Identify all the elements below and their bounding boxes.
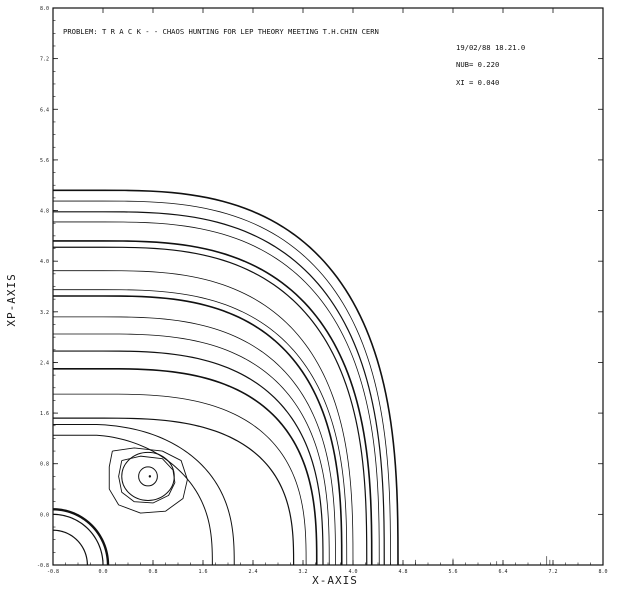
kidney-orbit bbox=[53, 423, 235, 565]
date-time-label: 19/02/88 18.21.0 bbox=[456, 43, 525, 52]
x-axis-label: X-AXIS bbox=[312, 574, 358, 587]
x-tick-label: 6.4 bbox=[498, 569, 507, 575]
orbit-curve bbox=[53, 200, 391, 565]
orbit-curve bbox=[53, 393, 307, 565]
core-orbit bbox=[53, 513, 104, 565]
x-tick-label: 0.0 bbox=[98, 569, 107, 575]
x-tick-label: 2.4 bbox=[248, 569, 257, 575]
x-tick-label: 5.6 bbox=[448, 569, 457, 575]
island-center-point bbox=[148, 475, 152, 478]
y-tick-label: 4.0 bbox=[40, 259, 49, 265]
xi-label: XI = 0.040 bbox=[456, 78, 499, 87]
y-tick-label: 7.2 bbox=[40, 57, 49, 63]
plot-border bbox=[52, 7, 604, 566]
y-tick-label: 0.0 bbox=[40, 512, 49, 518]
orbit-curve bbox=[53, 417, 295, 565]
orbit-curve bbox=[53, 316, 336, 565]
x-tick-label: -0.8 bbox=[47, 569, 59, 575]
orbit-curve bbox=[53, 295, 343, 565]
core-orbit bbox=[53, 529, 88, 565]
y-tick-label: 0.8 bbox=[40, 462, 49, 468]
orbit-curve bbox=[53, 270, 354, 565]
axis-ticks: -0.8 0.0 0.8 1.6 2.4 3.2 4.0 4.8 5.6 6.4 7.2 8.0 -0.… bbox=[37, 6, 608, 575]
island-orbit bbox=[138, 466, 158, 487]
x-tick-label: 4.8 bbox=[398, 569, 407, 575]
separatrix-orbit bbox=[108, 447, 188, 514]
x-tick-label: 0.8 bbox=[148, 569, 157, 575]
plot-title: PROBLEM: T R A C K - - CHAOS HUNTING FOR… bbox=[63, 27, 379, 36]
plot-frame bbox=[52, 7, 604, 566]
y-tick-label: 1.6 bbox=[40, 411, 49, 417]
x-tick-label: 3.2 bbox=[298, 569, 307, 575]
orbit-curves bbox=[53, 189, 551, 565]
x-tick-label: 4.0 bbox=[348, 569, 357, 575]
x-tick-label: 1.6 bbox=[198, 569, 207, 575]
nub-label: NUB= 0.220 bbox=[456, 60, 499, 69]
kidney-orbit bbox=[53, 434, 213, 565]
orbit-curve bbox=[53, 189, 399, 565]
y-tick-label: -0.8 bbox=[37, 563, 49, 569]
y-tick-label: 8.0 bbox=[40, 6, 49, 12]
orbit-curve bbox=[53, 211, 385, 565]
y-tick-label: 5.6 bbox=[40, 158, 49, 164]
orbit-curve bbox=[53, 246, 368, 565]
y-tick-label: 3.2 bbox=[40, 310, 49, 316]
y-tick-label: 4.8 bbox=[40, 209, 49, 215]
orbit-curve bbox=[53, 289, 348, 565]
y-axis-label: XP-AXIS bbox=[5, 273, 18, 326]
x-tick-label: 7.2 bbox=[548, 569, 557, 575]
core-orbit bbox=[53, 508, 110, 565]
orbit-curve bbox=[53, 240, 373, 565]
x-tick-label: 8.0 bbox=[598, 569, 607, 575]
orbit-curve bbox=[53, 350, 324, 565]
separatrix-orbit bbox=[118, 455, 176, 504]
y-tick-label: 6.4 bbox=[40, 107, 49, 113]
orbit-curve bbox=[53, 333, 330, 565]
y-tick-label: 2.4 bbox=[40, 360, 49, 366]
orbit-curve bbox=[53, 367, 318, 565]
orbit-curve bbox=[53, 221, 380, 565]
